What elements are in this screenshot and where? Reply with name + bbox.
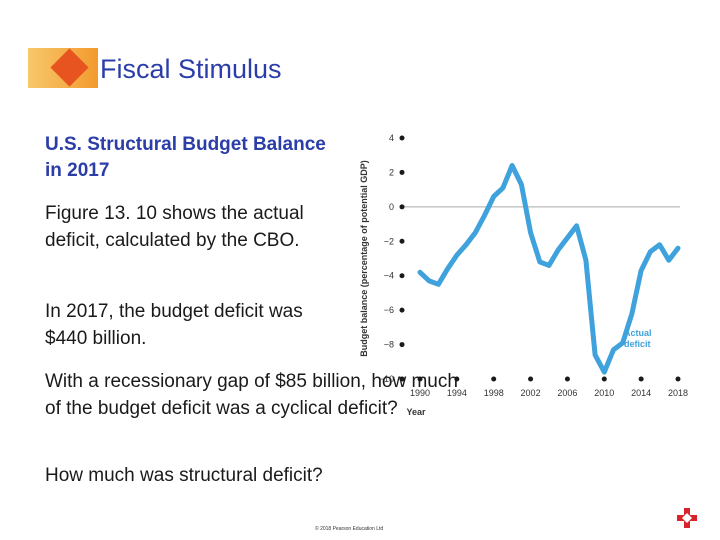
y-tick-label: 4 bbox=[389, 133, 394, 143]
paragraph-question-cyclical: With a recessionary gap of $85 billion, … bbox=[45, 371, 458, 419]
y-tick-label: −2 bbox=[384, 236, 394, 246]
y-tick-label: −8 bbox=[384, 340, 394, 350]
x-tick-dot bbox=[417, 376, 423, 382]
y-tick-label: −10 bbox=[379, 374, 394, 384]
x-tick-dot bbox=[454, 376, 460, 382]
x-tick-label: 1990 bbox=[410, 388, 430, 398]
x-tick-label: 2010 bbox=[594, 388, 614, 398]
slide-heading: U.S. Structural Budget Balance in 2017 bbox=[45, 134, 326, 181]
paragraph-deficit: In 2017, the budget deficit was $440 bil… bbox=[45, 301, 303, 349]
x-tick-label: 1994 bbox=[447, 388, 467, 398]
budget-balance-chart: 4 2 0 −2 −4 −6 −8 −10 1990 1994 1998 2002 2006 2010 20… bbox=[359, 133, 688, 417]
y-tick-dot bbox=[399, 273, 405, 279]
y-tick-label: −4 bbox=[384, 271, 394, 281]
x-tick-dot bbox=[564, 376, 570, 382]
slide-title: Fiscal Stimulus bbox=[100, 54, 282, 84]
y-tick-dot bbox=[399, 204, 405, 210]
copyright-text: © 2018 Pearson Education Ltd bbox=[315, 526, 384, 532]
x-tick-label: 2006 bbox=[557, 388, 577, 398]
red-cross-nav-icon[interactable] bbox=[677, 508, 697, 528]
y-tick-dot bbox=[399, 376, 405, 382]
y-tick-dot bbox=[399, 307, 405, 313]
x-tick-dot bbox=[601, 376, 607, 382]
series-line-actual-deficit bbox=[417, 163, 681, 375]
x-tick-label: 2018 bbox=[668, 388, 688, 398]
x-tick-dot bbox=[638, 376, 644, 382]
paragraph-figure: Figure 13. 10 shows the actual deficit, … bbox=[45, 203, 304, 251]
x-tick-label: 2002 bbox=[521, 388, 541, 398]
x-tick-dot bbox=[675, 376, 681, 382]
y-tick-label: 0 bbox=[389, 202, 394, 212]
x-tick-dot bbox=[491, 376, 497, 382]
x-tick-label: 2014 bbox=[631, 388, 651, 398]
x-tick-dot bbox=[528, 376, 534, 382]
x-axis-label: Year bbox=[406, 407, 426, 417]
y-tick-label: −6 bbox=[384, 305, 394, 315]
annotation-actual-deficit: Actual deficit bbox=[624, 328, 652, 349]
y-tick-label: 2 bbox=[389, 167, 394, 177]
y-tick-dot bbox=[399, 135, 405, 141]
y-tick-dot bbox=[399, 238, 405, 244]
paragraph-question-structural: How much was structural deficit? bbox=[45, 465, 323, 486]
x-tick-label: 1998 bbox=[484, 388, 504, 398]
y-axis-label: Budget balance (percentage of potential … bbox=[359, 160, 369, 357]
y-tick-dot bbox=[399, 169, 405, 175]
y-tick-dot bbox=[399, 342, 405, 348]
